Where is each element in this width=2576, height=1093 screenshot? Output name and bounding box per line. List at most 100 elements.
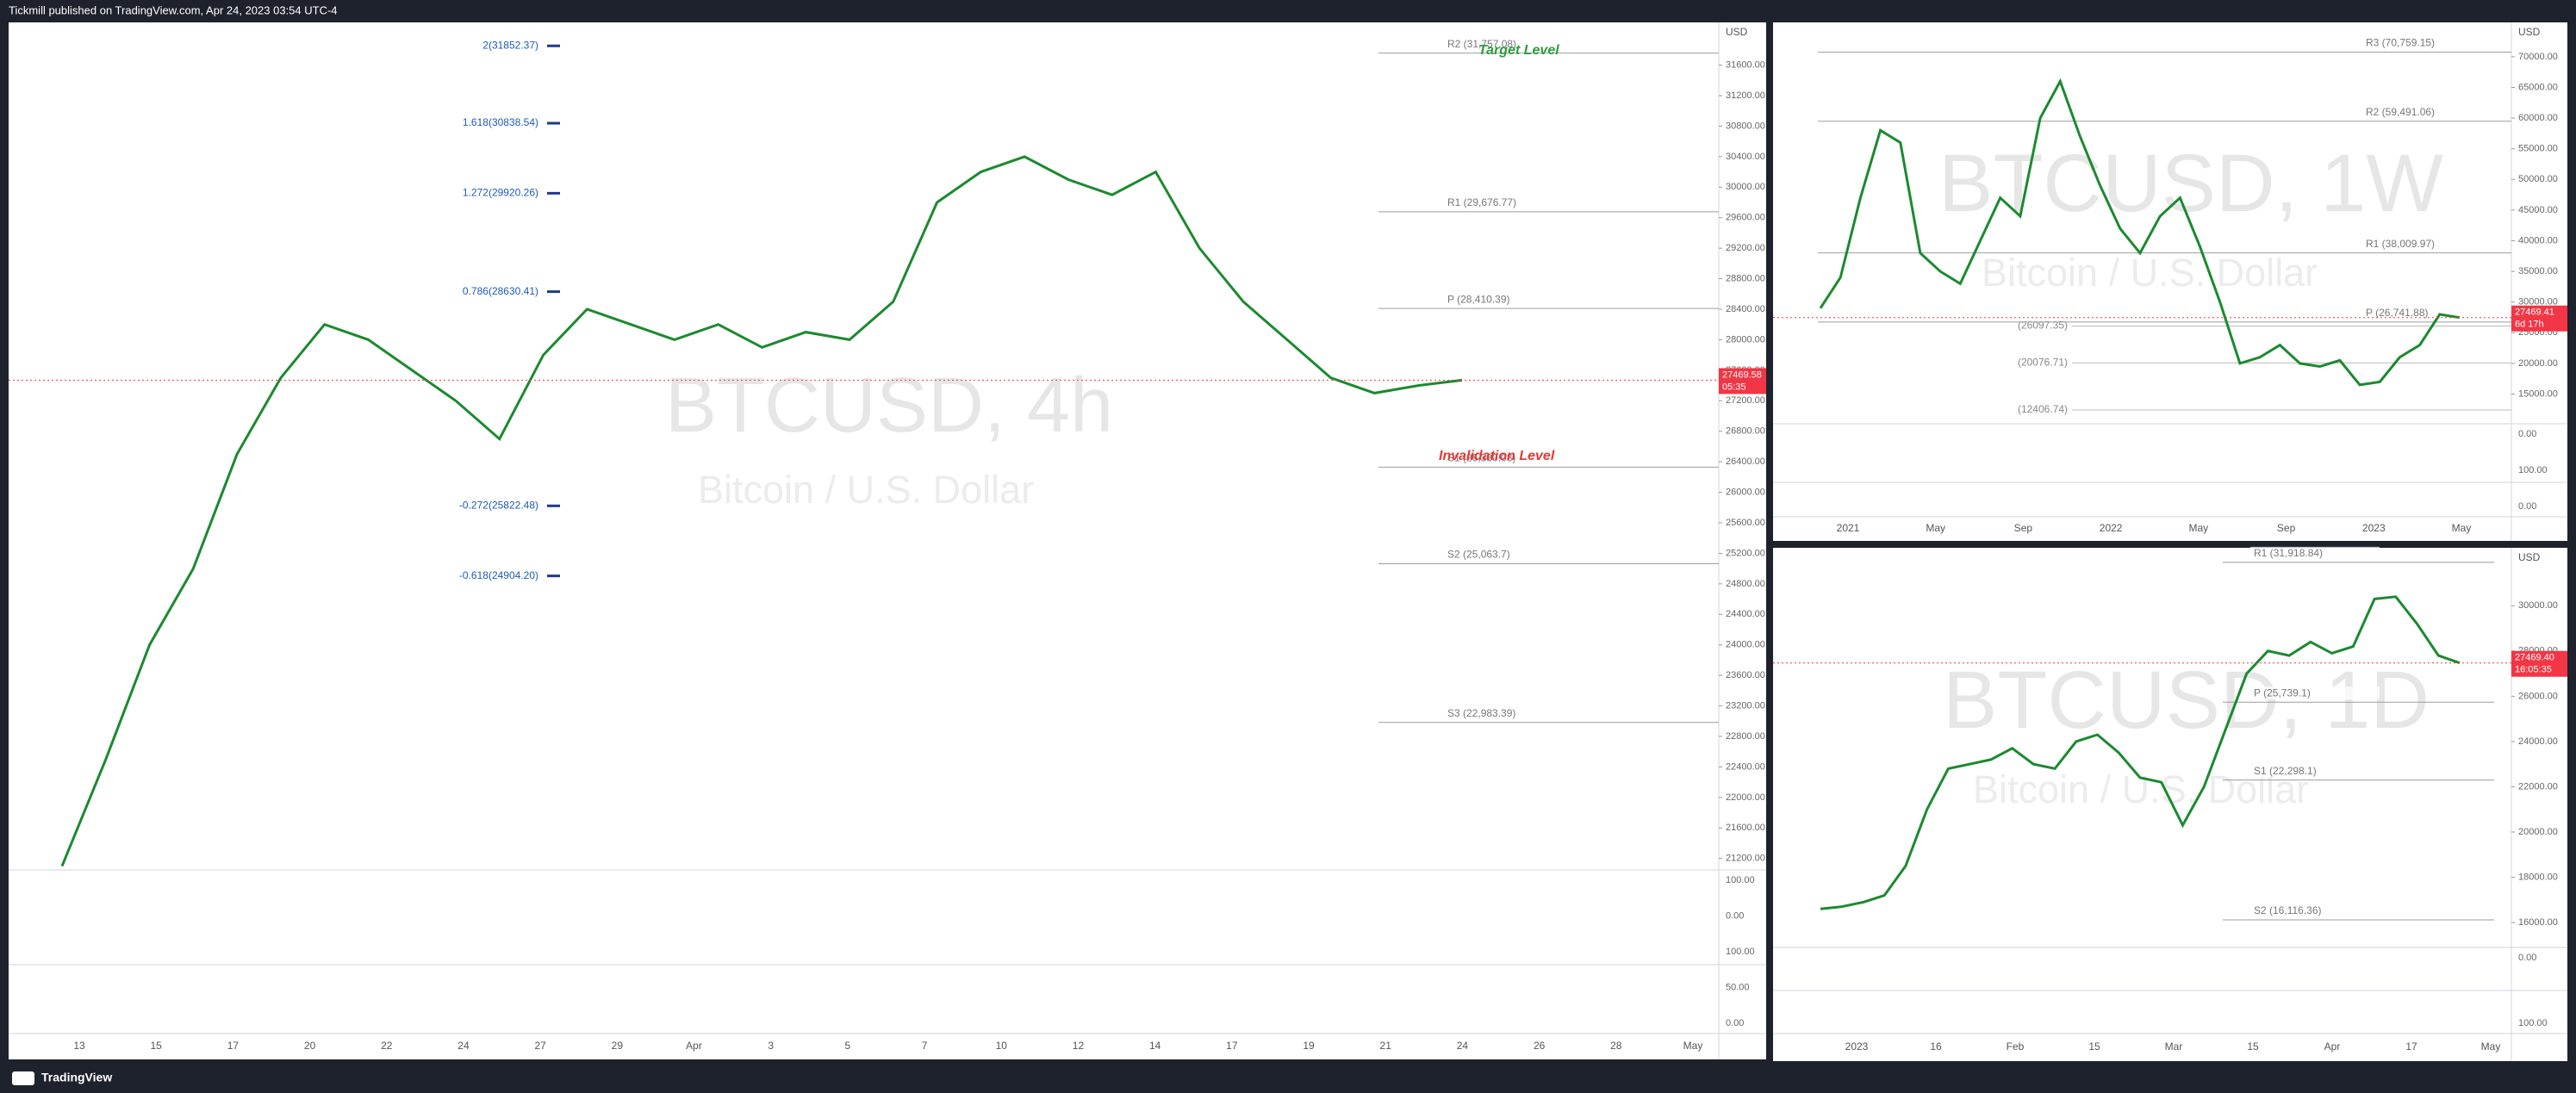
- price-line: [60, 155, 1463, 867]
- pivot-label-bg: [2362, 237, 2492, 251]
- watermark: BTCUSD, 4h: [665, 363, 1113, 449]
- fib-label: 2(31852.37): [482, 39, 538, 51]
- y-tick-label: 15000.00: [2518, 388, 2558, 399]
- pivot-label-bg: [1444, 706, 1573, 720]
- x-tick-label: Feb: [2007, 1040, 2025, 1053]
- pivot-label: R3 (70,759.15): [2366, 37, 2435, 49]
- y-tick-label: 28400.00: [1726, 304, 1765, 314]
- pivot-label-bg: [1444, 548, 1573, 562]
- x-tick-label: 27: [534, 1040, 546, 1052]
- x-tick-label: Apr: [2324, 1040, 2341, 1053]
- y-tick-label: 20000.00: [2518, 827, 2558, 837]
- x-tick-label: 15: [2088, 1040, 2100, 1053]
- x-tick-label: Apr: [686, 1040, 702, 1052]
- y-tick-label: 28000.00: [1726, 334, 1765, 345]
- x-tick-label: Sep: [2277, 522, 2296, 534]
- y-tick-label: 22400.00: [1726, 761, 1765, 772]
- pivot-label: R2 (59,491.06): [2366, 106, 2435, 118]
- pivot-label: R1 (29,676.77): [1447, 196, 1516, 208]
- oscillator-label: 0.00: [2518, 501, 2536, 512]
- header-text: Tickmill published on TradingView.com, A…: [9, 3, 338, 16]
- x-tick-label: 3: [768, 1040, 774, 1052]
- x-tick-label: 26: [1534, 1040, 1546, 1052]
- pivot-label: P (28,410.39): [1447, 293, 1510, 305]
- currency-label: USD: [1726, 26, 1748, 38]
- x-tick-label: 22: [381, 1040, 393, 1052]
- y-tick-label: 45000.00: [2518, 205, 2558, 215]
- x-tick-label: May: [1683, 1040, 1703, 1052]
- price-tag-label: 27469.40: [2515, 653, 2554, 663]
- pivot-label-bg: [2250, 764, 2380, 778]
- watermark: BTCUSD, 1D: [1943, 655, 2430, 746]
- currency-label: USD: [2518, 26, 2541, 38]
- x-tick-label: Sep: [2014, 522, 2033, 534]
- y-tick-label: 55000.00: [2518, 144, 2558, 154]
- y-tick-label: 22000.00: [1726, 792, 1765, 803]
- y-tick-label: 30800.00: [1726, 121, 1765, 131]
- pivot-label: R2 (31,757.08): [1447, 38, 1516, 50]
- price-line: [1819, 78, 2461, 387]
- y-tick-label: 24800.00: [1726, 579, 1765, 589]
- x-tick-label: 7: [922, 1040, 928, 1052]
- y-tick-label: 22000.00: [2518, 781, 2558, 792]
- y-tick-label: 28800.00: [1726, 273, 1765, 283]
- y-tick-label: 27200.00: [1726, 395, 1765, 406]
- price-tag-box: [2511, 305, 2567, 332]
- x-tick-label: 15: [2247, 1040, 2259, 1053]
- x-tick-label: 2023: [1845, 1040, 1869, 1053]
- y-tick-label: 70000.00: [2518, 52, 2558, 62]
- y-tick-label: 26000.00: [1726, 487, 1765, 497]
- y-tick-label: 35000.00: [2518, 266, 2558, 276]
- y-tick-label: 21600.00: [1726, 823, 1765, 833]
- pivot-label: S1 (26,330.08): [1447, 452, 1515, 464]
- x-tick-label: 29: [612, 1040, 624, 1052]
- pivot-label-bg: [2250, 686, 2380, 700]
- pivot-label-bg: [1444, 451, 1573, 465]
- annotation: Target Level: [1478, 43, 1559, 58]
- fib-label: 1.272(29920.26): [463, 187, 538, 199]
- x-tick-label: 21: [1380, 1040, 1392, 1052]
- x-tick-label: 2022: [2100, 522, 2123, 534]
- y-tick-label: 65000.00: [2518, 82, 2558, 92]
- y-tick-label: 26400.00: [1726, 456, 1765, 467]
- y-tick-label: 29200.00: [1726, 243, 1765, 253]
- footer-brand[interactable]: TradingView: [41, 1071, 112, 1084]
- y-tick-label: 24000.00: [1726, 640, 1765, 650]
- oscillator-label: 50.00: [1726, 982, 1750, 992]
- annotation: Invalidation Level: [1439, 449, 1555, 463]
- x-tick-label: 16: [1930, 1040, 1942, 1053]
- y-tick-label: 25200.00: [1726, 548, 1765, 558]
- x-tick-label: 15: [151, 1040, 163, 1052]
- y-tick-label: 30000.00: [2518, 600, 2558, 611]
- y-tick-label: 60000.00: [2518, 113, 2558, 123]
- y-tick-label: 31200.00: [1726, 90, 1765, 101]
- y-tick-label: 23600.00: [1726, 670, 1765, 680]
- oscillator-label: 0.00: [1726, 910, 1744, 921]
- fib-label: -0.618(24904.20): [459, 569, 538, 581]
- x-tick-label: 28: [1610, 1040, 1622, 1052]
- x-tick-label: 10: [996, 1040, 1008, 1052]
- y-tick-label: 30000.00: [1726, 182, 1765, 192]
- x-tick-label: 17: [227, 1040, 240, 1052]
- y-tick-label: 22800.00: [1726, 731, 1765, 742]
- x-tick-label: May: [2452, 522, 2472, 534]
- y-tick-label: 26000.00: [2518, 691, 2558, 701]
- x-tick-label: 5: [845, 1040, 851, 1052]
- pivot-label-bg: [2250, 546, 2380, 560]
- price-tag-label: 27469.58: [1722, 370, 1762, 380]
- chart-panel: [1773, 548, 2567, 1061]
- x-tick-label: 2023: [2362, 522, 2386, 534]
- y-tick-label: 20000.00: [2518, 358, 2558, 369]
- x-tick-label: 2021: [1837, 522, 1860, 534]
- pivot-label: S2 (16,116.36): [2254, 904, 2322, 916]
- oscillator-label: 100.00: [1726, 947, 1755, 957]
- pivot-label-bg: [1444, 196, 1573, 209]
- pivot-label: S1 (22,298.1): [2254, 765, 2317, 777]
- y-tick-label: 50000.00: [2518, 174, 2558, 184]
- oscillator-label: 0.00: [1726, 1018, 1744, 1028]
- pivot-label-bg: [2250, 904, 2380, 918]
- pivot-label-bg: [2362, 105, 2492, 119]
- fib-label: (12406.74): [2018, 403, 2068, 415]
